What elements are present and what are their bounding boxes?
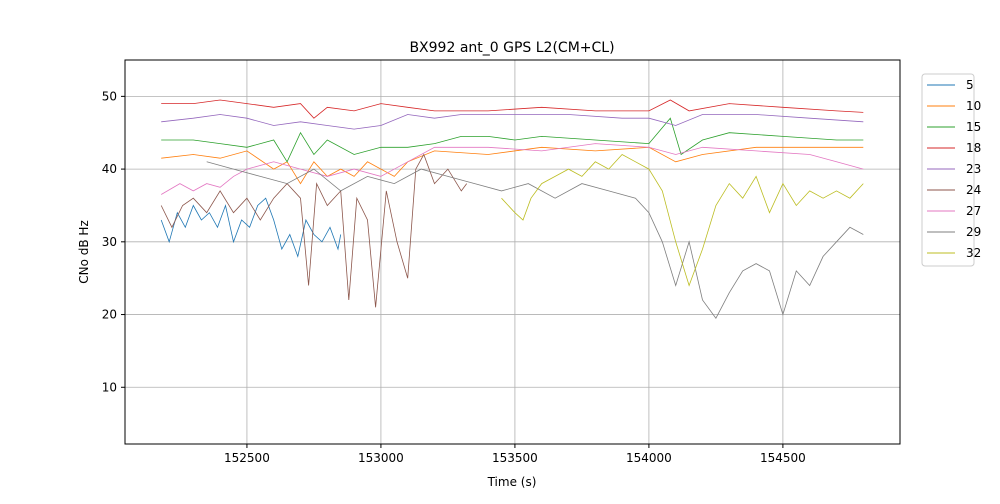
plot-frame xyxy=(124,59,901,445)
series-line-27 xyxy=(160,143,864,195)
x-axis-label: Time (s) xyxy=(487,475,537,489)
legend-label: 29 xyxy=(966,225,981,239)
x-tick-label: 154000 xyxy=(626,451,672,465)
y-axis-label: CNo dB Hz xyxy=(77,220,91,284)
chart-title: BX992 ant_0 GPS L2(CM+CL) xyxy=(409,40,614,56)
series-line-15 xyxy=(161,117,864,163)
series-line-5 xyxy=(160,197,342,258)
legend: 5 10 15 18 23 24 27 29 32 xyxy=(921,73,981,267)
series-line-29 xyxy=(206,161,864,319)
y-tick-label: 40 xyxy=(102,162,117,176)
legend-label: 23 xyxy=(966,162,981,176)
grid xyxy=(125,60,900,444)
legend-label: 15 xyxy=(966,120,981,134)
x-axis: 152500 153000 153500 154000 154500 xyxy=(224,444,806,465)
series-line-32 xyxy=(501,153,864,287)
series-line-24 xyxy=(160,153,468,308)
y-tick-label: 10 xyxy=(102,380,117,394)
y-tick-label: 50 xyxy=(102,89,117,103)
x-tick-label: 152500 xyxy=(224,451,270,465)
legend-label: 27 xyxy=(966,204,981,218)
legend-label: 24 xyxy=(966,183,981,197)
y-tick-label: 30 xyxy=(102,235,117,249)
x-tick-label: 154500 xyxy=(760,451,806,465)
series-line-23 xyxy=(161,114,864,130)
series-line-18 xyxy=(161,99,864,119)
legend-box xyxy=(921,73,975,267)
x-tick-label: 153500 xyxy=(492,451,538,465)
legend-label: 10 xyxy=(966,99,981,113)
y-tick-label: 20 xyxy=(102,308,117,322)
legend-label: 32 xyxy=(966,246,981,260)
y-axis: 10 20 30 40 50 xyxy=(102,89,125,394)
legend-label: 18 xyxy=(966,141,981,155)
series-line-10 xyxy=(161,146,864,185)
series-lines xyxy=(160,99,864,319)
x-tick-label: 153000 xyxy=(358,451,404,465)
legend-label: 5 xyxy=(966,78,974,92)
